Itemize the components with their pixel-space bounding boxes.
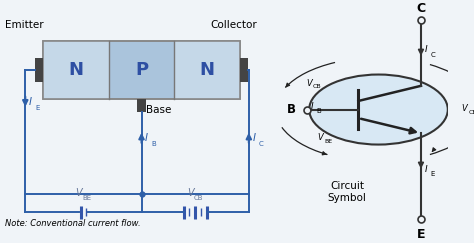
Text: V: V: [461, 104, 467, 113]
Text: I: I: [425, 165, 427, 174]
Bar: [43, 41, 109, 99]
Text: C: C: [416, 2, 426, 15]
Text: CB: CB: [194, 195, 203, 201]
Text: I: I: [253, 133, 255, 143]
Text: CB: CB: [313, 85, 321, 89]
Text: B: B: [287, 103, 296, 116]
Bar: [43, 41, 240, 99]
Text: I: I: [145, 133, 148, 143]
Text: E: E: [431, 171, 435, 177]
Text: Circuit: Circuit: [330, 181, 364, 191]
Bar: [109, 41, 174, 99]
Text: I: I: [310, 102, 313, 111]
Bar: [174, 41, 240, 99]
Text: V: V: [306, 79, 312, 88]
Text: Symbol: Symbol: [328, 193, 366, 203]
Text: C: C: [259, 141, 264, 147]
Text: B: B: [151, 141, 156, 147]
Text: N: N: [68, 61, 83, 79]
Bar: [137, 99, 146, 112]
Text: N: N: [200, 61, 215, 79]
Bar: [43, 41, 240, 99]
Text: Note: Conventional current flow.: Note: Conventional current flow.: [5, 219, 141, 228]
Text: BE: BE: [324, 139, 332, 144]
Bar: [240, 58, 248, 82]
Text: Emitter: Emitter: [5, 20, 44, 30]
Text: Collector: Collector: [211, 20, 257, 30]
Text: B: B: [317, 108, 321, 114]
Text: V: V: [187, 188, 194, 198]
Text: E: E: [417, 228, 425, 241]
Text: V: V: [318, 133, 323, 142]
Text: V: V: [76, 188, 82, 198]
Text: C: C: [431, 52, 436, 58]
Text: I: I: [29, 97, 32, 107]
Text: CE: CE: [469, 110, 474, 115]
Circle shape: [309, 75, 448, 145]
Text: E: E: [35, 104, 39, 111]
Text: P: P: [135, 61, 148, 79]
Bar: [35, 58, 43, 82]
Text: I: I: [425, 45, 427, 54]
Text: Base: Base: [146, 104, 172, 114]
Text: BE: BE: [82, 195, 91, 201]
